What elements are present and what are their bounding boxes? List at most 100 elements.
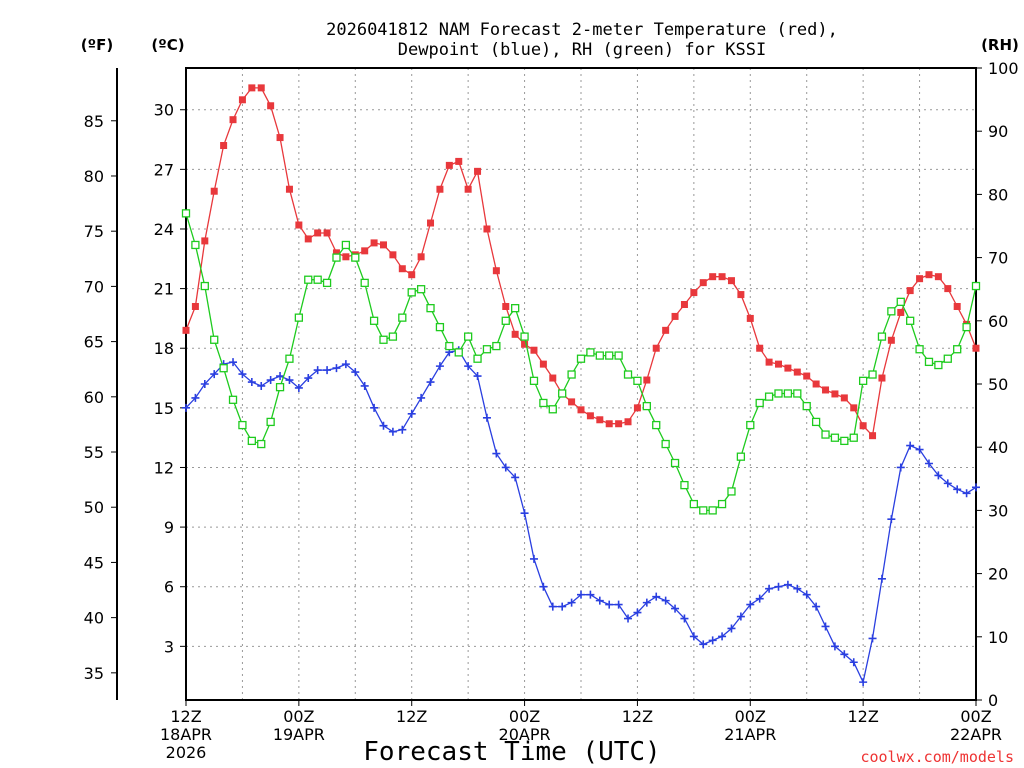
x-tick-label: 12Z xyxy=(847,707,878,726)
fahrenheit-tick-label: 45 xyxy=(84,553,104,572)
data-point xyxy=(342,253,350,261)
data-point xyxy=(878,374,886,382)
data-point xyxy=(736,452,746,461)
rh-tick-label: 40 xyxy=(988,438,1008,457)
x-tick-label: 2026 xyxy=(166,743,207,762)
data-point xyxy=(755,398,764,408)
data-point xyxy=(435,322,445,332)
series-0 xyxy=(182,84,980,440)
data-point xyxy=(182,403,190,412)
data-point xyxy=(727,277,735,285)
data-point xyxy=(351,368,360,377)
data-point xyxy=(793,368,801,376)
data-point xyxy=(407,409,416,418)
data-point xyxy=(746,420,755,430)
data-point xyxy=(341,360,350,369)
data-point xyxy=(473,372,482,381)
data-point xyxy=(520,509,529,518)
rh-unit-label: (RH) xyxy=(981,36,1019,54)
data-point xyxy=(285,376,294,385)
data-point xyxy=(210,187,218,195)
data-point xyxy=(924,459,933,468)
data-point xyxy=(736,612,745,621)
data-point xyxy=(746,600,755,609)
data-point xyxy=(482,413,491,422)
data-point xyxy=(567,598,576,607)
data-point xyxy=(944,285,952,293)
data-point xyxy=(257,381,266,390)
data-point xyxy=(652,344,660,352)
data-point xyxy=(615,420,623,428)
celsius-tick-label: 27 xyxy=(154,160,174,179)
data-point xyxy=(887,336,895,344)
data-point xyxy=(473,354,482,363)
data-point xyxy=(596,416,604,424)
data-point xyxy=(849,433,858,442)
data-point xyxy=(877,574,886,583)
celsius-tick-label: 6 xyxy=(164,578,174,597)
data-point xyxy=(492,341,501,351)
x-tick-label: 00Z xyxy=(960,707,991,726)
series-1 xyxy=(182,346,980,687)
data-point xyxy=(765,584,774,593)
data-point xyxy=(379,421,388,430)
data-point xyxy=(586,348,595,357)
data-point xyxy=(454,348,463,357)
data-point xyxy=(313,275,322,284)
data-point xyxy=(699,640,708,649)
data-point xyxy=(680,480,689,490)
data-point xyxy=(925,271,933,279)
data-point xyxy=(568,398,576,406)
data-point xyxy=(276,134,284,142)
data-point xyxy=(849,658,858,667)
fahrenheit-tick-label: 65 xyxy=(84,333,104,352)
data-point xyxy=(915,345,924,354)
data-point xyxy=(417,393,426,402)
data-point xyxy=(370,239,378,247)
data-point xyxy=(661,439,670,449)
data-point xyxy=(746,314,754,322)
x-tick-label: 00Z xyxy=(509,707,540,726)
data-point xyxy=(388,332,398,341)
data-point xyxy=(642,401,651,411)
data-point xyxy=(689,632,698,641)
data-point xyxy=(501,463,510,472)
rh-tick-label: 70 xyxy=(988,249,1008,268)
data-point xyxy=(887,307,896,316)
data-point xyxy=(548,602,557,611)
celsius-tick-label: 21 xyxy=(154,280,174,299)
data-point xyxy=(953,485,962,494)
data-point xyxy=(539,582,548,591)
data-point xyxy=(220,142,228,150)
data-point xyxy=(624,614,633,623)
data-point xyxy=(398,425,407,434)
source-credit: coolwx.com/models xyxy=(860,748,1014,766)
data-point xyxy=(793,389,802,398)
rh-tick-label: 60 xyxy=(988,312,1008,331)
data-point xyxy=(680,614,689,623)
data-point xyxy=(304,275,313,284)
data-point xyxy=(962,322,971,332)
data-point xyxy=(445,161,453,169)
data-point xyxy=(511,304,520,313)
data-point xyxy=(822,386,830,394)
data-point xyxy=(200,281,209,291)
data-point xyxy=(323,229,331,237)
data-point xyxy=(191,302,199,310)
data-point xyxy=(341,240,351,250)
data-point xyxy=(435,362,444,371)
data-point xyxy=(351,253,360,262)
data-point xyxy=(416,285,426,294)
data-point xyxy=(238,370,247,379)
rh-tick-label: 0 xyxy=(988,691,998,710)
x-tick-label: 19APR xyxy=(273,725,325,744)
data-point xyxy=(521,340,529,348)
data-point xyxy=(699,506,708,515)
rh-tick-label: 50 xyxy=(988,375,1008,394)
data-point xyxy=(877,332,887,341)
data-point xyxy=(727,487,736,496)
data-point xyxy=(417,253,425,261)
data-point xyxy=(567,370,576,379)
data-point xyxy=(228,395,238,404)
